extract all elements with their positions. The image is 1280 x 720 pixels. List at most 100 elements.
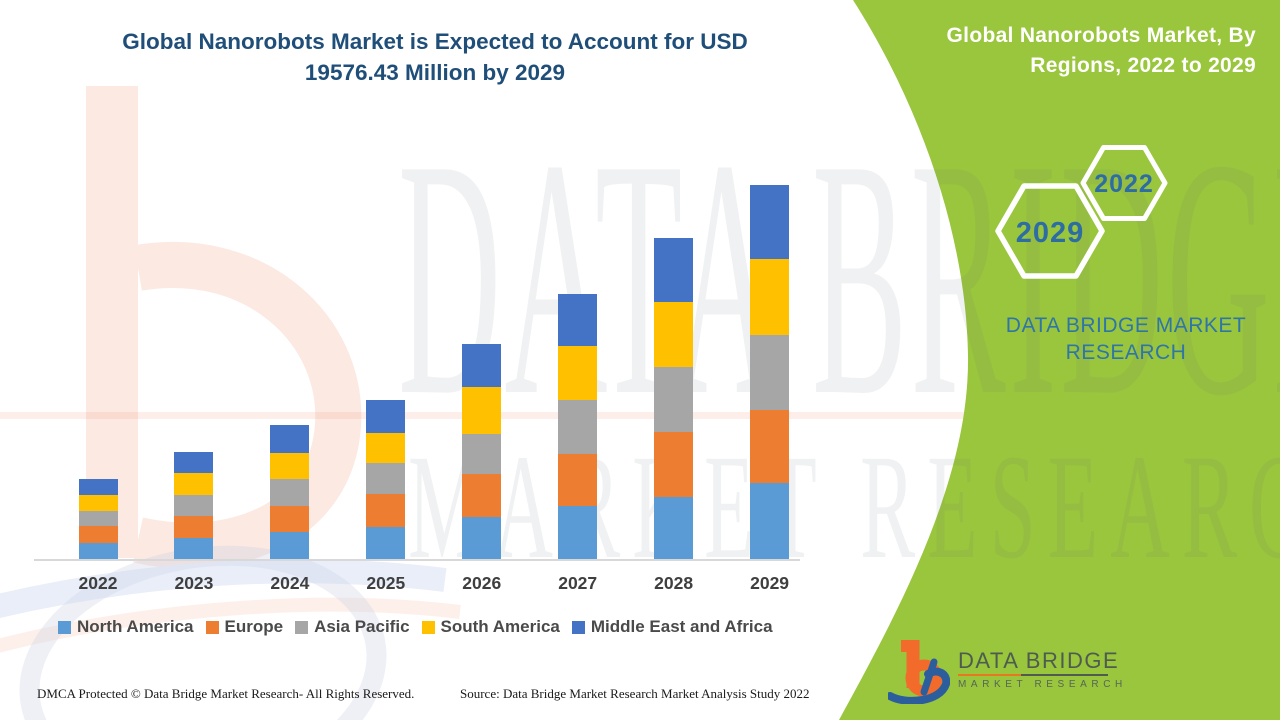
bar-segment-2023-middle-east-and-africa [174,452,214,474]
bar-segment-2027-middle-east-and-africa [558,293,598,346]
bar-segment-2026-south-america [462,386,502,434]
bar-2029 [750,184,790,559]
page-title-line1: Global Nanorobots Market is Expected to … [122,29,748,54]
legend-label: North America [77,617,194,636]
legend-item-middle-east-and-africa: Middle East and Africa [571,617,773,637]
bar-segment-2022-asia-pacific [78,511,118,527]
legend-label: South America [440,617,560,636]
x-tick-label-2025: 2025 [366,573,406,593]
x-tick-label-2026: 2026 [462,573,502,593]
legend-item-europe: Europe [205,617,284,637]
bar-2028 [654,237,694,559]
bar-2022 [78,479,118,559]
bar-segment-2026-europe [462,473,502,517]
x-tick-label-2022: 2022 [78,573,118,593]
bar-segment-2027-south-america [558,345,598,400]
legend-label: Middle East and Africa [590,617,773,636]
chart-legend: North America Europe Asia Pacific South Ame… [58,617,773,637]
dmca-notice: DMCA Protected © Data Bridge Market Rese… [37,686,415,701]
hexagon-2029-label: 2029 [1016,217,1085,249]
bar-segment-2022-middle-east-and-africa [78,479,118,496]
logo-text: DATA BRIDGE MARKET RESEARCH [958,647,1127,690]
legend-swatch-icon [205,620,219,634]
bar-segment-2023-asia-pacific [174,495,214,517]
bar-segment-2027-north-america [558,505,598,559]
x-tick-label-2024: 2024 [270,573,310,593]
bar-segment-2024-north-america [270,532,310,559]
source-note: Source: Data Bridge Market Research Mark… [460,686,810,701]
bar-segment-2025-south-america [366,432,406,463]
bar-segment-2025-europe [366,493,406,527]
watermark-text-line1: DATA BRIDGE [398,89,1280,466]
bar-segment-2024-europe [270,506,310,533]
legend-swatch-icon [571,620,585,634]
legend-swatch-icon [58,620,71,634]
side-panel-title-line1: Global Nanorobots Market, By [946,24,1256,47]
hexagon-2022-label: 2022 [1094,170,1154,198]
legend-swatch-icon [295,620,309,634]
bar-segment-2025-asia-pacific [366,462,406,494]
bar-segment-2028-asia-pacific [654,366,694,432]
page-title: Global Nanorobots Market is Expected to … [80,26,790,88]
bar-segment-2024-south-america [270,452,310,480]
bar-segment-2028-north-america [654,496,694,559]
bar-segment-2029-south-america [750,259,790,335]
bar-segment-2026-asia-pacific [462,433,502,474]
bar-segment-2027-asia-pacific [558,399,598,454]
bar-2026 [462,344,502,559]
bar-segment-2022-south-america [78,495,118,512]
bar-segment-2025-middle-east-and-africa [366,399,406,433]
bar-segment-2029-middle-east-and-africa [750,184,790,259]
legend-swatch-icon [421,620,435,634]
x-tick-label-2028: 2028 [654,573,694,593]
bar-segment-2026-middle-east-and-africa [462,344,502,387]
bar-segment-2029-north-america [750,483,790,559]
bar-segment-2029-asia-pacific [750,334,790,410]
data-bridge-logo-icon [888,640,950,704]
year-hexagons: 2022 2029 [995,145,1168,279]
bar-segment-2023-south-america [174,473,214,495]
x-axis-line [34,559,800,561]
bar-segment-2029-europe [750,409,790,484]
bar-segment-2027-europe [558,453,598,506]
legend-label: Europe [224,617,284,636]
side-panel-title: Global Nanorobots Market, By Regions, 20… [900,21,1256,81]
bar-2025 [366,399,406,559]
logo-rule [958,673,1108,676]
page-title-line2: 19576.43 Million by 2029 [304,60,566,85]
brand-text-line1: DATA BRIDGE MARKET [1005,314,1247,337]
bar-segment-2028-south-america [654,302,694,367]
x-tick-label-2027: 2027 [558,573,598,593]
legend-item-north-america: North America [58,617,194,637]
bar-segment-2023-europe [174,516,214,539]
x-tick-label-2029: 2029 [750,573,790,593]
brand-text-line2: RESEARCH [1065,341,1187,364]
bar-segment-2026-north-america [462,516,502,559]
bar-segment-2022-north-america [78,542,118,559]
bar-segment-2022-europe [78,526,118,543]
legend-item-south-america: South America [421,617,560,637]
bar-segment-2024-asia-pacific [270,479,310,507]
hexagon-2022-icon [1080,145,1168,221]
bar-segment-2024-middle-east-and-africa [270,425,310,453]
bar-2024 [270,425,310,559]
logo-subtitle: MARKET RESEARCH [958,678,1127,690]
bar-segment-2028-middle-east-and-africa [654,237,694,302]
bar-segment-2028-europe [654,431,694,497]
bar-2027 [558,293,598,559]
hexagon-2029-icon [995,183,1105,279]
brand-text: DATA BRIDGE MARKET RESEARCH [986,312,1266,366]
watermark-text-line2: MARKET RESEARCH [408,424,1280,590]
bar-segment-2023-north-america [174,538,214,559]
bar-2023 [174,452,214,559]
legend-item-asia-pacific: Asia Pacific [295,617,410,637]
side-panel-title-line2: Regions, 2022 to 2029 [1030,54,1256,77]
x-tick-label-2023: 2023 [174,573,214,593]
bar-segment-2025-north-america [366,526,406,559]
data-bridge-logo: DATA BRIDGE MARKET RESEARCH [888,634,1127,704]
legend-label: Asia Pacific [314,617,410,636]
logo-title: DATA BRIDGE [958,647,1120,673]
